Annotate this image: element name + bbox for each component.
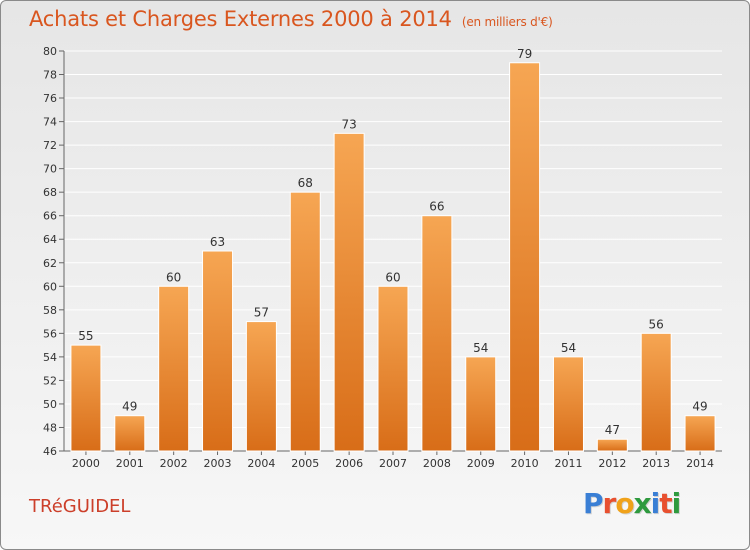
logo-letter: r [602,487,617,520]
data-label: 57 [254,306,269,320]
data-label: 56 [649,317,664,331]
x-tick-label: 2001 [116,457,144,470]
x-tick-label: 2010 [511,457,539,470]
x-tick-label: 2013 [642,457,670,470]
y-tick-label: 60 [43,280,57,293]
x-tick-label: 2004 [247,457,275,470]
logo-letter: t [659,487,672,520]
x-tick-label: 2002 [160,457,188,470]
data-label: 55 [78,329,93,343]
x-tick-label: 2012 [598,457,626,470]
bar [684,415,716,452]
logo-letter: i [671,487,682,520]
data-labels: 55 49 60 63 57 68 73 60 66 54 79 54 47 56 49 [78,47,707,437]
data-label: 47 [605,423,620,437]
x-tick-label: 2005 [291,457,319,470]
bar [509,62,541,452]
bar [552,356,584,452]
logo-letter: i [650,487,661,520]
bar [640,332,672,452]
data-label: 49 [122,400,137,414]
y-tick-label: 54 [43,351,57,364]
bar [421,215,453,452]
bar [465,356,497,452]
logo-letter: x [633,487,652,520]
y-tick-label: 46 [43,445,57,458]
bar [245,321,277,452]
data-label: 60 [385,270,400,284]
chart-title-text: Achats et Charges Externes 2000 à 2014 [29,7,452,31]
y-tick-label: 62 [43,257,57,270]
data-label: 73 [341,117,356,131]
x-tick-label: 2008 [423,457,451,470]
data-label: 79 [517,47,532,61]
bar [202,250,234,452]
data-label: 68 [298,176,313,190]
proxiti-logo: Proxiti [583,487,682,520]
x-tick-label: 2007 [379,457,407,470]
data-label: 54 [473,341,488,355]
y-tick-label: 48 [43,421,57,434]
data-label: 66 [429,200,444,214]
y-tick-label: 66 [43,210,57,223]
y-tick-label: 80 [43,45,57,58]
y-tick-label: 76 [43,92,57,105]
x-tick-label: 2006 [335,457,363,470]
bar [377,285,409,452]
chart-unit: (en milliers d'€) [461,15,553,29]
bar [158,285,190,452]
bar [596,438,628,452]
y-tick-label: 78 [43,69,57,82]
data-label: 60 [166,270,181,284]
data-label: 63 [210,235,225,249]
logo-letter: o [615,487,634,520]
y-tick-label: 68 [43,186,57,199]
bar [333,132,365,452]
logo-letter: P [583,487,604,520]
bar [114,415,146,452]
x-tick-label: 2009 [467,457,495,470]
y-tick-label: 74 [43,116,57,129]
y-tick-label: 70 [43,163,57,176]
x-tick-label: 2011 [554,457,582,470]
y-tick-label: 64 [43,233,57,246]
bars [70,62,716,452]
x-tick-label: 2014 [686,457,714,470]
y-tick-label: 50 [43,398,57,411]
data-label: 49 [692,400,707,414]
y-tick-label: 56 [43,327,57,340]
x-tick-label: 2000 [72,457,100,470]
y-tick-label: 52 [43,374,57,387]
chart-title: Achats et Charges Externes 2000 à 2014 (e… [29,7,553,31]
x-tick-label: 2003 [204,457,232,470]
y-tick-label: 58 [43,304,57,317]
bar [70,344,102,452]
bar [289,191,321,452]
commune-name: TRéGUIDEL [29,496,131,517]
data-label: 54 [561,341,576,355]
y-tick-label: 72 [43,139,57,152]
